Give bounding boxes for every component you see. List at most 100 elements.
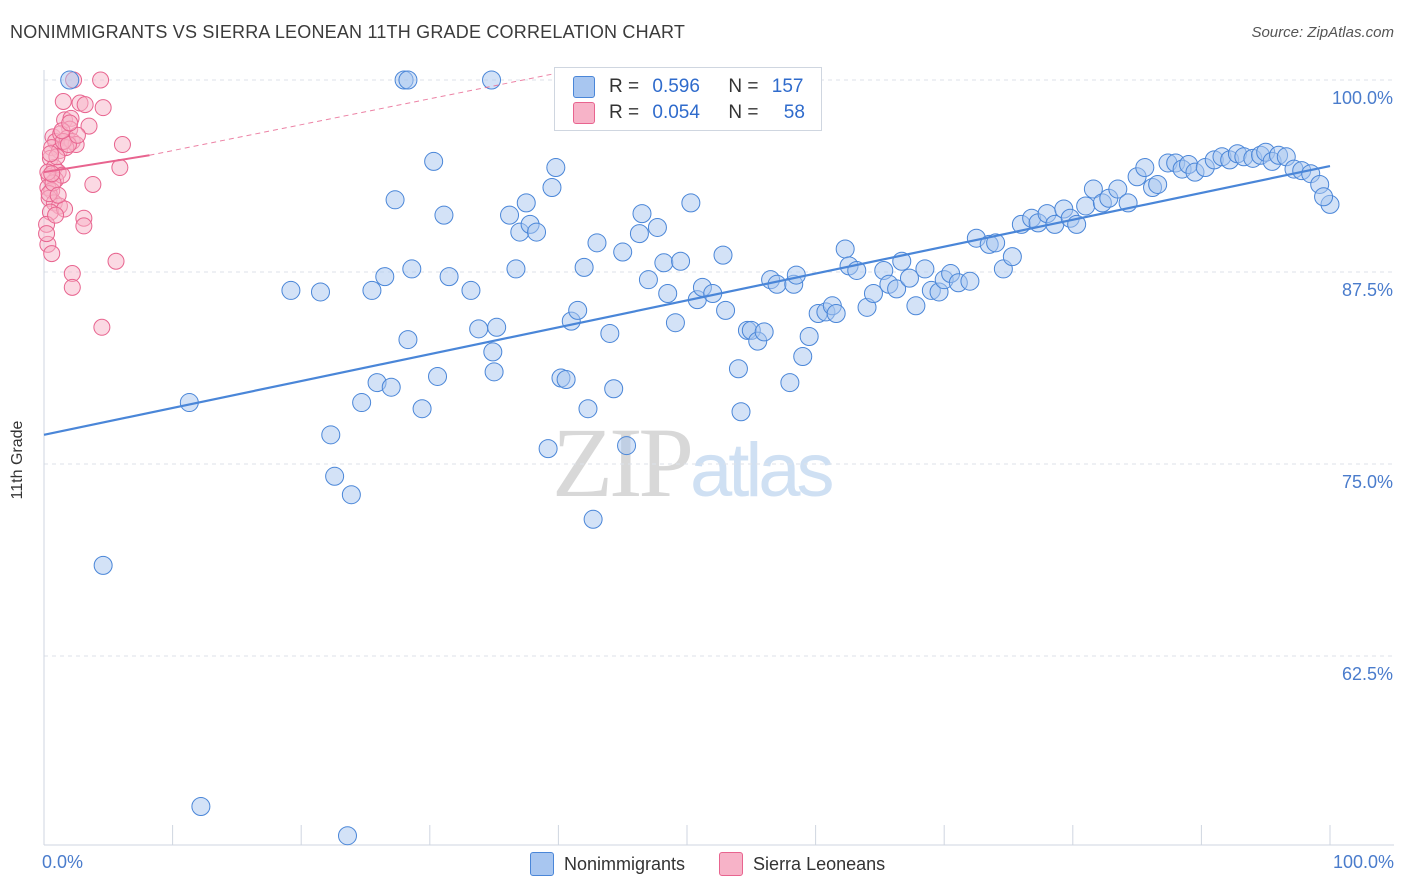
nonimmigrants-point [1108,179,1128,199]
nonimmigrants-point [385,190,405,210]
nonimmigrants-point [1314,187,1334,207]
legend-swatch-blue [573,76,595,98]
sierra-leoneans-point [47,206,65,224]
nonimmigrants-point [337,826,357,846]
legend-label: Nonimmigrants [564,853,686,874]
sierra-leoneans-point [94,99,112,117]
nonimmigrants-point [402,259,422,279]
nonimmigrants-point [281,280,301,300]
y-tick-label: 100.0% [1332,88,1393,108]
sierra-leoneans-point [61,114,79,132]
nonimmigrants-point [568,300,588,320]
nonimmigrants-point [960,271,980,291]
x-tick-label-min: 0.0% [42,852,84,872]
nonimmigrants-point [1076,196,1096,216]
r-value: 0.054 [652,102,700,123]
nonimmigrants-point [617,436,637,456]
nonimmigrants-point [483,342,503,362]
legend-swatch-pink [719,852,744,876]
nonimmigrants-point [542,178,562,198]
watermark: ZIPatlas [552,405,835,520]
nonimmigrants-point [654,253,674,273]
nonimmigrants-point [671,251,691,271]
nonimmigrants-point [428,366,448,386]
stats-legend: R = 0.596 N = 157 R = 0.054 N = 58 [554,67,822,131]
nonimmigrants-point [352,393,372,413]
nonimmigrants-point [835,239,855,259]
nonimmigrants-point [986,233,1006,253]
nonimmigrants-point [658,284,678,304]
legend-label: Sierra Leoneans [753,853,886,874]
nonimmigrants-point [487,317,507,337]
series-legend: Nonimmigrants Sierra Leoneans [530,852,919,876]
nonimmigrants-point [325,466,345,486]
sierra-leoneans-point [111,159,129,177]
r-value: 0.596 [652,76,700,97]
nonimmigrants-point [863,284,883,304]
nonimmigrants-point [638,270,658,290]
nonimmigrants-point [613,242,633,262]
watermark-zip: ZIP [552,407,694,518]
y-tick-label: 62.5% [1342,664,1393,684]
nonimmigrants-point [500,205,520,225]
n-label: N = [728,102,759,123]
sierra-leoneans-point [84,175,102,193]
nonimmigrants-point [665,313,685,333]
nonimmigrants-point [546,158,566,178]
nonimmigrants-point [341,485,361,505]
n-value: 157 [771,76,804,97]
r-label: R = [609,76,640,97]
sierra-leoneans-point [63,278,81,296]
sierra-leoneans-point [80,117,98,135]
nonimmigrants-point [1148,174,1168,194]
nonimmigrants-point [191,797,211,817]
nonimmigrants-point [583,509,603,529]
sierra-leoneans-point [54,93,72,111]
stats-legend-row-nonimmigrants: R = 0.596 N = 157 [573,75,803,99]
sierra-leoneans-point [92,71,110,89]
nonimmigrants-point [1083,179,1103,199]
y-tick-label: 75.0% [1342,472,1393,492]
sierra-leoneans-point [49,186,67,204]
stats-legend-row-sierra-leoneans: R = 0.054 N = 58 [573,101,805,125]
sierra-leoneans-point [113,136,131,154]
sierra-leoneans-point [93,318,111,336]
nonimmigrants-point [93,555,113,575]
nonimmigrants-point [713,245,733,265]
nonimmigrants-point [424,151,444,171]
nonimmigrants-point [439,267,459,287]
nonimmigrants-point [906,296,926,316]
nonimmigrants-point [754,322,774,342]
nonimmigrants-point [681,193,701,213]
nonimmigrants-point [375,267,395,287]
nonimmigrants-point [1135,158,1155,178]
nonimmigrants-point [381,377,401,397]
n-label: N = [728,76,759,97]
nonimmigrants-point [484,362,504,382]
nonimmigrants-point [321,425,341,445]
r-label: R = [609,102,640,123]
y-tick-label: 87.5% [1342,280,1393,300]
nonimmigrants-point [461,280,481,300]
nonimmigrants-point [527,222,547,242]
nonimmigrants-point [362,280,382,300]
nonimmigrants-point [310,282,330,302]
nonimmigrants-point [826,303,846,323]
sierra-leoneans-point [76,96,94,114]
legend-item-sierra-leoneans: Sierra Leoneans [719,852,885,876]
watermark-atlas: atlas [690,428,835,513]
sierra-leoneans-trend-line [43,154,150,174]
nonimmigrants-point [887,279,907,299]
nonimmigrants-point [767,274,787,294]
sierra-leoneans-point [38,225,56,243]
nonimmigrants-point [716,300,736,320]
nonimmigrants-point [482,70,502,90]
nonimmigrants-point [604,379,624,399]
nonimmigrants-point [600,323,620,343]
nonimmigrants-point [629,224,649,244]
nonimmigrants-point [632,204,652,224]
nonimmigrants-point [915,259,935,279]
nonimmigrants-point [506,259,526,279]
sierra-leoneans-point [75,217,93,235]
